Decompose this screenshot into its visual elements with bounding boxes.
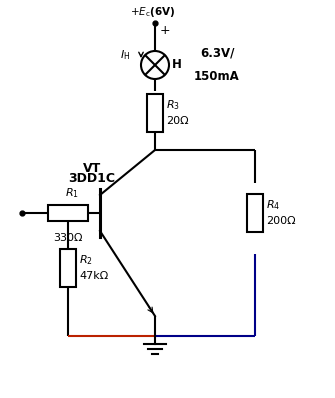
- Text: 150mA: 150mA: [194, 70, 240, 83]
- Circle shape: [141, 51, 169, 79]
- Text: 3DD1C: 3DD1C: [68, 172, 116, 185]
- Bar: [60, 249, 76, 287]
- Text: 47kΩ: 47kΩ: [79, 271, 108, 281]
- Text: $R_3$: $R_3$: [166, 98, 180, 112]
- Text: VT: VT: [83, 162, 101, 175]
- Text: $R_4$: $R_4$: [266, 198, 280, 212]
- Text: 6.3V/: 6.3V/: [200, 47, 234, 60]
- Text: 200Ω: 200Ω: [266, 216, 295, 226]
- Text: $I_\mathrm{H}$: $I_\mathrm{H}$: [120, 48, 130, 62]
- Text: 20Ω: 20Ω: [166, 116, 189, 126]
- Text: $R_1$: $R_1$: [65, 186, 79, 200]
- Text: +: +: [160, 24, 171, 37]
- Bar: [48, 205, 88, 221]
- Text: 330Ω: 330Ω: [53, 233, 83, 243]
- Bar: [147, 94, 163, 132]
- Text: $R_2$: $R_2$: [79, 253, 93, 267]
- Text: H: H: [172, 59, 182, 72]
- Bar: [247, 194, 263, 232]
- Text: $+E_\mathrm{c}$(6V): $+E_\mathrm{c}$(6V): [130, 5, 176, 19]
